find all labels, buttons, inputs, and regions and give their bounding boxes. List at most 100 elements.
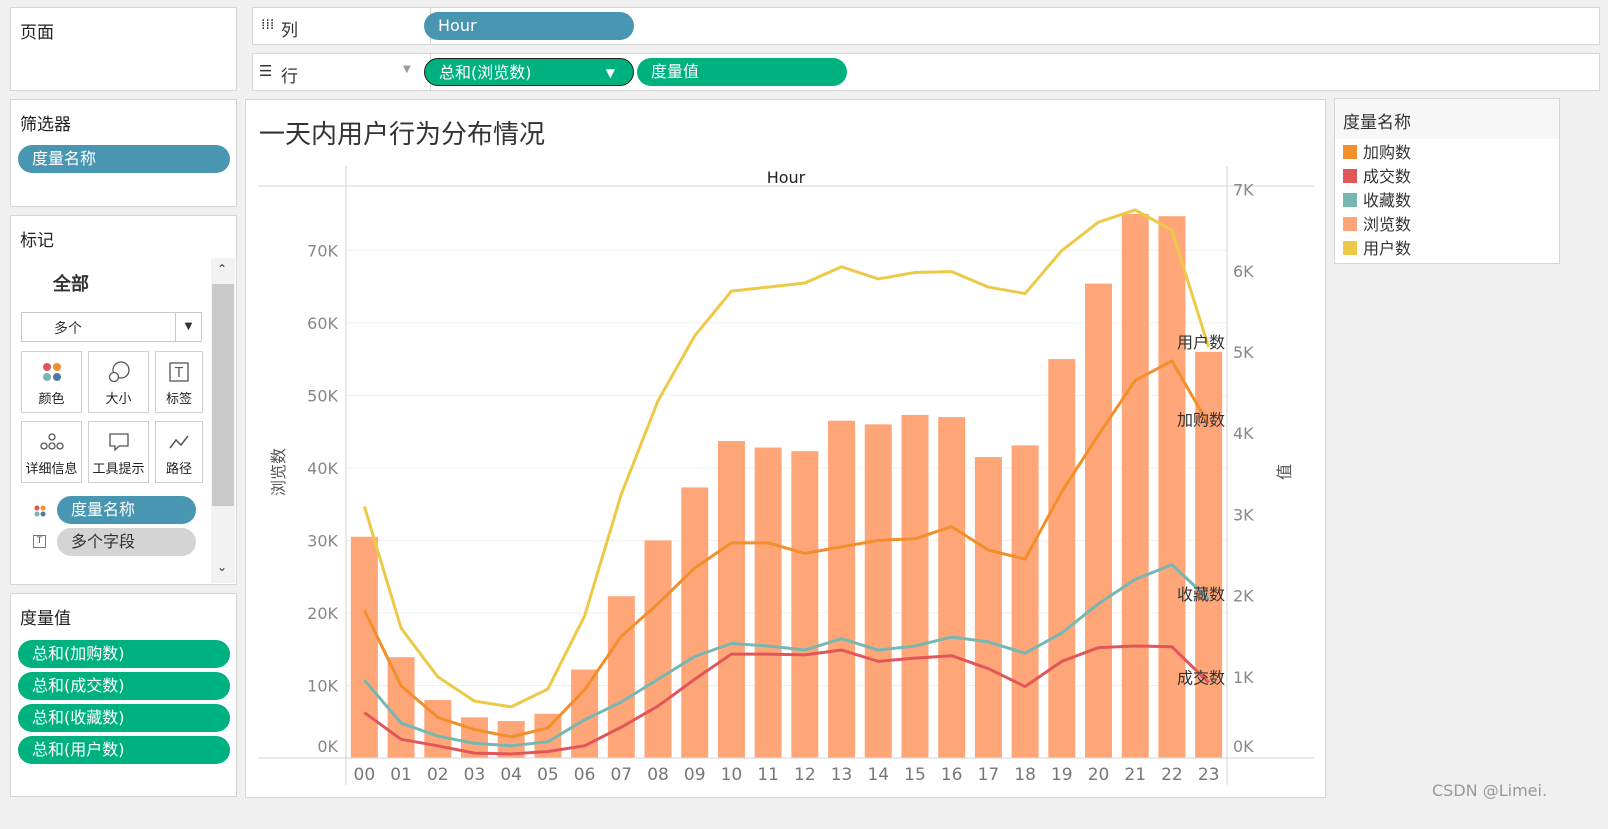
color-button[interactable]: 颜色 <box>21 351 82 413</box>
x-tick-label: 15 <box>904 765 926 785</box>
scroll-up-icon[interactable]: ⌃ <box>217 262 228 276</box>
tooltip-button-label: 工具提示 <box>92 462 145 477</box>
rows-measure-values-pill[interactable]: 度量值 <box>637 58 847 86</box>
scroll-thumb[interactable] <box>212 284 234 506</box>
mark-type-value: 多个 <box>54 321 82 337</box>
bar <box>717 441 745 758</box>
columns-icon: ⁞⁞⁞ <box>261 17 275 33</box>
filter-measure-names-pill[interactable]: 度量名称 <box>18 145 230 173</box>
x-tick-label: 05 <box>537 765 559 785</box>
rows-shelf[interactable]: ☰ 行 ▼ 总和(浏览数) ▼ 度量值 <box>252 53 1600 91</box>
bar <box>1195 351 1223 758</box>
bar <box>754 447 782 758</box>
legend-item[interactable]: 用户数 <box>1343 237 1411 261</box>
bar <box>828 420 856 758</box>
chevron-down-icon[interactable]: ▼ <box>605 66 615 80</box>
size-button[interactable]: 大小 <box>88 351 149 413</box>
legend-label: 用户数 <box>1363 239 1412 258</box>
y2-tick-label: 3K <box>1233 505 1254 524</box>
svg-text:T: T <box>174 366 183 381</box>
x-tick-label: 19 <box>1051 765 1073 785</box>
bar <box>791 451 819 758</box>
y-tick-label: 20K <box>307 604 338 623</box>
legend-title: 度量名称 <box>1335 99 1559 139</box>
bar <box>350 536 378 758</box>
y2-tick-label: 5K <box>1233 343 1254 362</box>
legend-item[interactable]: 收藏数 <box>1343 189 1411 213</box>
series-end-label: 收藏数 <box>1177 585 1225 604</box>
mark-type-select[interactable]: 多个 ▼ <box>21 312 202 342</box>
legend-item[interactable]: 浏览数 <box>1343 213 1411 237</box>
color-button-label: 颜色 <box>38 392 65 407</box>
y-tick-label: 30K <box>307 531 338 550</box>
columns-hour-pill[interactable]: Hour <box>424 12 634 40</box>
bar <box>1121 214 1149 758</box>
rows-shelf-label: ☰ 行 ▼ <box>253 54 431 90</box>
x-tick-label: 22 <box>1161 765 1183 785</box>
marks-panel: 标记 全部 多个 ▼ ⌃ ⌄ 颜色 大小 T 标签 详细信息 <box>10 215 237 585</box>
tooltip-bubble-icon <box>89 422 148 458</box>
y-tick-label: 50K <box>307 386 338 405</box>
bar <box>607 596 635 758</box>
chart-panel: 一天内用户行为分布情况 Hour 用户数 加购数 收藏数 成交数 0K 10K 20K 30… <box>245 99 1326 798</box>
bar <box>387 657 415 758</box>
columns-shelf[interactable]: ⁞⁞⁞ 列 Hour <box>252 7 1600 45</box>
detail-button[interactable]: 详细信息 <box>21 421 82 483</box>
bar <box>974 456 1002 758</box>
marks-scrollbar[interactable]: ⌃ ⌄ <box>211 258 235 583</box>
measure-value-pill[interactable]: 总和(加购数) <box>18 640 230 668</box>
bar <box>681 487 709 758</box>
x-tick-label: 03 <box>464 765 486 785</box>
rows-browse-pill[interactable]: 总和(浏览数) ▼ <box>424 58 634 86</box>
y-tick-label: 70K <box>307 241 338 260</box>
legend-label: 加购数 <box>1363 143 1412 162</box>
bar <box>644 540 672 758</box>
pages-title: 页面 <box>20 23 54 43</box>
label-multiple-fields-pill[interactable]: 多个字段 <box>57 528 196 556</box>
measure-value-pill[interactable]: 总和(成交数) <box>18 672 230 700</box>
rows-dropdown-icon[interactable]: ▼ <box>403 64 411 75</box>
pages-panel: 页面 <box>10 7 237 91</box>
legend-label: 浏览数 <box>1363 215 1412 234</box>
y2-tick-label: 1K <box>1233 668 1254 687</box>
bar <box>1158 216 1186 758</box>
legend-swatch <box>1343 193 1357 207</box>
series-end-label: 成交数 <box>1177 668 1225 687</box>
x-axis-title: Hour <box>767 168 806 187</box>
bar <box>938 417 966 758</box>
watermark: CSDN @Limei. <box>1432 781 1548 800</box>
chevron-down-icon[interactable]: ▼ <box>175 313 201 341</box>
legend-swatch <box>1343 145 1357 159</box>
x-tick-label: 23 <box>1198 765 1220 785</box>
size-button-label: 大小 <box>105 392 132 407</box>
series-line <box>363 359 1210 739</box>
marks-all-label[interactable]: 全部 <box>53 274 89 295</box>
x-tick-label: 21 <box>1124 765 1146 785</box>
columns-label-text: 列 <box>281 21 298 41</box>
measure-value-pill[interactable]: 总和(收藏数) <box>18 704 230 732</box>
x-tick-label: 07 <box>610 765 632 785</box>
path-button[interactable]: 路径 <box>155 421 203 483</box>
legend-item[interactable]: 加购数 <box>1343 141 1411 165</box>
legend-swatch <box>1343 169 1357 183</box>
marks-title: 标记 <box>20 231 54 251</box>
detail-dots-icon <box>22 422 81 458</box>
label-mark-icon: T <box>33 535 46 548</box>
series-line <box>362 208 1211 709</box>
legend-item[interactable]: 成交数 <box>1343 165 1411 189</box>
y-tick-label: 40K <box>307 459 338 478</box>
series-end-label: 用户数 <box>1177 333 1225 352</box>
scroll-down-icon[interactable]: ⌄ <box>217 560 228 574</box>
legend-swatch <box>1343 241 1357 255</box>
path-line-icon <box>156 422 202 458</box>
color-dots-icon <box>22 352 81 388</box>
path-button-label: 路径 <box>165 462 192 477</box>
detail-button-label: 详细信息 <box>25 462 78 477</box>
rows-label-text: 行 <box>281 67 298 87</box>
bar <box>1011 445 1039 758</box>
measure-value-pill[interactable]: 总和(用户数) <box>18 736 230 764</box>
tooltip-button[interactable]: 工具提示 <box>88 421 149 483</box>
color-measure-names-pill[interactable]: 度量名称 <box>57 496 196 524</box>
label-button[interactable]: T 标签 <box>155 351 203 413</box>
